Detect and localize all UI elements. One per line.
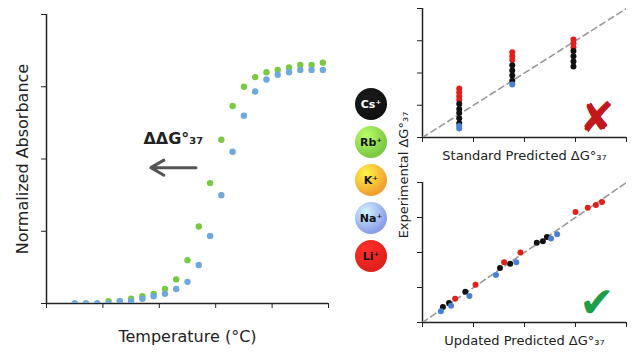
svg-text:ΔΔG°₃₇: ΔΔG°₃₇ [143,129,203,148]
svg-text:Standard Predicted ΔG°₃₇: Standard Predicted ΔG°₃₇ [442,148,606,163]
html-text:Experimental ΔG°₃₇: Experimental ΔG°₃₇ [395,111,411,239]
svg-text:Updated Predicted ΔG°₃₇: Updated Predicted ΔG°₃₇ [444,333,605,348]
svg-text:Normalized Absorbance: Normalized Absorbance [13,64,32,254]
svg-text:✔: ✔ [579,278,614,327]
svg-text:✘: ✘ [579,93,614,142]
html-text:Rb⁺: Rb⁺ [359,135,383,149]
html-text:Na⁺: Na⁺ [359,211,383,225]
html-text:K⁺: K⁺ [363,173,379,187]
svg-text:Temperature (°C): Temperature (°C) [117,327,256,346]
html-text:Li⁺: Li⁺ [362,249,380,263]
html-text:Cs⁺: Cs⁺ [360,97,382,111]
